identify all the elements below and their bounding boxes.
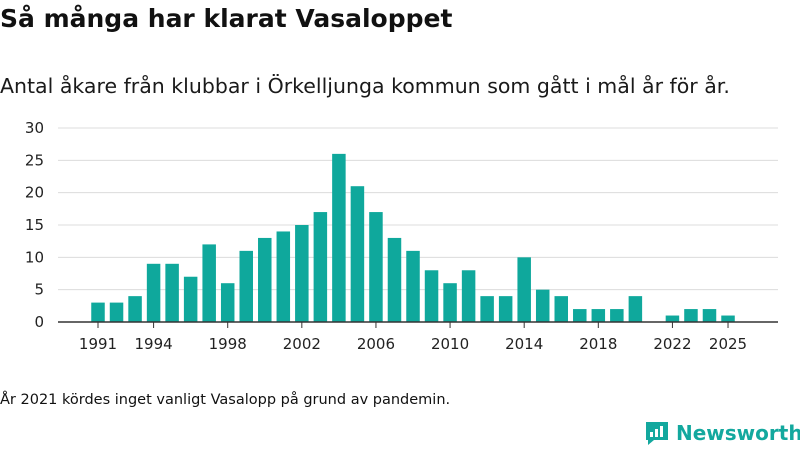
y-tick-label: 25 bbox=[25, 151, 44, 169]
bar-1993 bbox=[128, 296, 142, 322]
x-axis-ticks: 1991 1994 1998 2002 2006 2010 2014 2018 2022 2025 bbox=[79, 322, 747, 353]
bar-2023 bbox=[684, 309, 698, 322]
bar-1998 bbox=[220, 283, 235, 322]
y-tick-label: 15 bbox=[25, 216, 44, 234]
x-tick-label: 2014 bbox=[505, 335, 543, 353]
bar-2018 bbox=[591, 309, 606, 322]
chart-title: Så många har klarat Vasaloppet bbox=[0, 4, 453, 33]
bar-1991 bbox=[91, 302, 105, 322]
y-tick-label: 30 bbox=[25, 119, 44, 137]
x-tick-label: 2002 bbox=[283, 335, 321, 353]
x-tick-label: 1998 bbox=[209, 335, 247, 353]
bar-2000 bbox=[258, 237, 272, 322]
bar-1996 bbox=[183, 276, 198, 322]
bar-1994 bbox=[146, 263, 161, 322]
bar-2010 bbox=[443, 283, 457, 322]
x-tick-label: 2022 bbox=[653, 335, 691, 353]
grid-lines bbox=[58, 127, 778, 291]
bar-2019 bbox=[610, 309, 624, 322]
bar-1995 bbox=[165, 263, 179, 322]
bars bbox=[91, 153, 735, 322]
bar-2009 bbox=[424, 270, 439, 322]
x-tick-label: 2018 bbox=[579, 335, 617, 353]
bar-2007 bbox=[387, 237, 402, 322]
brand-name: Newsworthy bbox=[676, 421, 800, 445]
bar-2025 bbox=[721, 315, 735, 322]
bar-2004 bbox=[332, 153, 346, 322]
y-tick-label: 0 bbox=[34, 313, 44, 331]
bar-2002 bbox=[295, 225, 309, 322]
y-tick-label: 5 bbox=[34, 281, 44, 299]
bar-1997 bbox=[202, 244, 216, 322]
bar-2020 bbox=[628, 296, 643, 322]
bar-2013 bbox=[498, 296, 513, 322]
bar-2001 bbox=[276, 231, 291, 322]
bar-1999 bbox=[239, 250, 253, 322]
bar-2014 bbox=[517, 257, 531, 322]
bar-2011 bbox=[461, 270, 476, 322]
x-tick-label: 2010 bbox=[431, 335, 469, 353]
bar-2022 bbox=[665, 315, 680, 322]
chart-subtitle: Antal åkare från klubbar i Örkelljunga k… bbox=[0, 74, 730, 98]
bar-2017 bbox=[573, 309, 587, 322]
bar-2012 bbox=[480, 296, 494, 322]
bar-2016 bbox=[554, 296, 568, 322]
bar-2015 bbox=[535, 289, 550, 322]
y-tick-label: 20 bbox=[25, 184, 44, 202]
x-tick-label: 2025 bbox=[709, 335, 747, 353]
y-axis-ticks: 0 5 10 15 20 25 30 bbox=[25, 119, 44, 331]
bar-1992 bbox=[109, 302, 124, 322]
brand-logo: Newsworthy bbox=[644, 420, 800, 446]
bar-2005 bbox=[350, 186, 365, 322]
bar-2024 bbox=[702, 309, 717, 322]
x-tick-label: 1991 bbox=[79, 335, 117, 353]
newsworthy-logo-icon bbox=[646, 422, 668, 445]
x-tick-label: 1994 bbox=[134, 335, 172, 353]
footnote: År 2021 kördes inget vanligt Vasalopp på… bbox=[0, 392, 451, 408]
bar-2003 bbox=[313, 212, 328, 322]
bar-2006 bbox=[369, 212, 383, 322]
bar-2008 bbox=[406, 250, 420, 322]
x-tick-label: 2006 bbox=[357, 335, 395, 353]
y-tick-label: 10 bbox=[25, 248, 44, 266]
